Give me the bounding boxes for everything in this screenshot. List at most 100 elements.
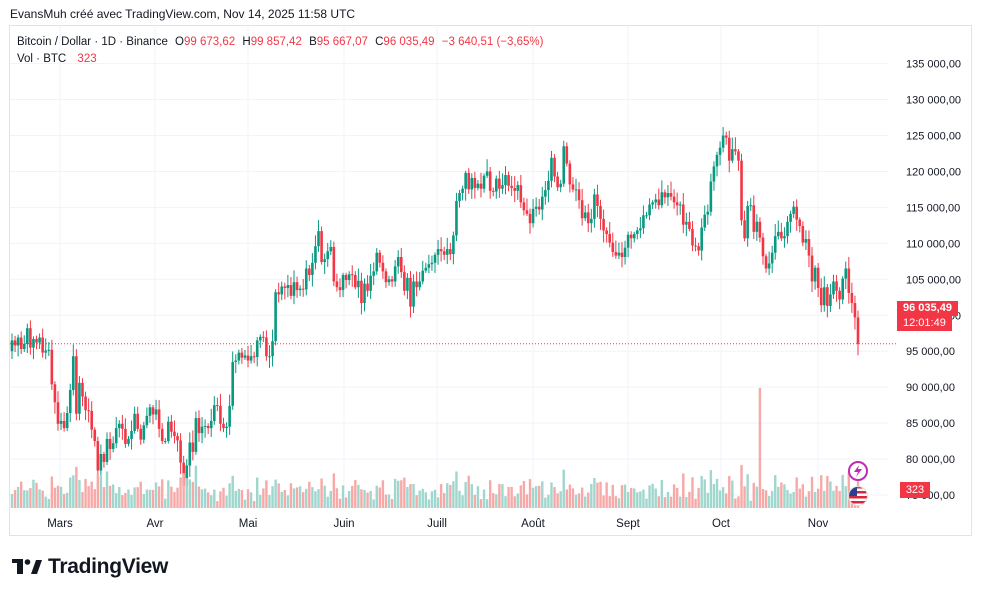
candle-body <box>139 428 143 440</box>
volume-bar <box>38 489 41 508</box>
chart-frame[interactable] <box>9 25 972 536</box>
candle-body <box>117 423 121 429</box>
volume-bar <box>724 493 728 508</box>
candle-body <box>265 337 268 357</box>
candle-body <box>96 441 100 471</box>
volume-bar <box>820 475 823 508</box>
candle-body <box>29 328 32 348</box>
candle-body <box>335 281 339 288</box>
candle-body <box>608 234 612 243</box>
candle-body <box>645 215 648 217</box>
volume-bar <box>648 485 651 508</box>
volume-bar <box>611 484 614 508</box>
candle-body <box>283 286 287 288</box>
volume-bar <box>651 483 654 508</box>
candle-body <box>188 442 192 466</box>
candle-body <box>832 281 835 295</box>
candle-body <box>151 407 155 415</box>
y-tick-label: 95 000,00 <box>906 346 955 358</box>
candle-body <box>731 149 734 161</box>
candle-body <box>485 171 489 176</box>
candle-body <box>525 210 529 214</box>
volume-bar <box>320 478 323 508</box>
candle-body <box>853 303 857 318</box>
candle-body <box>111 443 115 449</box>
volume-bar <box>513 496 516 508</box>
candle-body <box>323 259 326 263</box>
volume-bar <box>62 493 66 508</box>
volume-bar <box>237 488 241 508</box>
candle-body <box>724 135 728 138</box>
volume-bar <box>712 483 716 508</box>
candle-body <box>807 239 811 256</box>
candle-body <box>44 350 48 353</box>
volume-bar <box>268 495 271 508</box>
candle-body <box>47 349 51 351</box>
volume-bar <box>507 486 510 508</box>
candle-body <box>773 236 777 253</box>
us-flag-icon[interactable] <box>848 486 868 506</box>
volume-bar <box>118 487 121 508</box>
volume-bar <box>562 469 565 508</box>
candle-body <box>491 190 495 192</box>
candle-body <box>203 425 207 427</box>
volume-bar <box>642 489 645 508</box>
candle-body <box>709 181 713 212</box>
y-tick-label: 90 000,00 <box>906 382 955 394</box>
candle-body <box>213 405 216 421</box>
lightning-icon[interactable] <box>848 461 868 481</box>
candle-body <box>537 206 541 210</box>
volume-bar <box>99 475 103 508</box>
volume-bar <box>798 488 801 508</box>
candle-body <box>372 271 375 276</box>
volume-bar <box>96 473 100 508</box>
volume-bar <box>657 496 660 508</box>
candle-body <box>822 287 826 306</box>
volume-bar <box>565 489 569 508</box>
volume-bar <box>534 486 538 508</box>
volume-bar <box>476 486 480 508</box>
candle-body <box>369 275 372 291</box>
volume-bar <box>93 489 96 508</box>
volume-bar <box>384 494 388 508</box>
candle-body <box>289 285 293 296</box>
volume-bar <box>403 477 406 508</box>
candle-body <box>473 177 477 188</box>
candle-body <box>583 212 587 219</box>
volume-bar <box>323 485 326 508</box>
volume-bar <box>157 486 161 508</box>
volume-bar <box>228 483 231 508</box>
candle-body <box>298 288 302 291</box>
candle-body <box>311 262 314 275</box>
volume-bar <box>188 479 191 508</box>
candle-body <box>84 396 87 411</box>
volume-bar <box>501 484 504 508</box>
volume-bar <box>455 471 458 508</box>
volume-bar <box>44 496 47 508</box>
volume-bar <box>488 480 492 508</box>
candle-body <box>651 202 654 205</box>
candle-body <box>586 212 590 224</box>
candle-body <box>378 252 382 263</box>
candle-body <box>274 292 277 342</box>
tradingview-logo[interactable]: TradingView <box>12 555 168 579</box>
candle-body <box>439 249 443 252</box>
volume-bar <box>160 479 164 508</box>
candle-body <box>301 288 305 290</box>
candle-body <box>464 172 467 189</box>
symbol-label[interactable]: Bitcoin / Dollar · 1D · Binance <box>17 36 168 48</box>
volume-bar <box>145 489 149 508</box>
candle-body <box>476 183 480 188</box>
candle-body <box>145 415 149 426</box>
volume-bar <box>593 478 596 508</box>
candle-body <box>755 221 759 232</box>
volume-bar <box>415 495 418 508</box>
candle-body <box>761 237 765 257</box>
volume-bar <box>277 483 280 508</box>
volume-label[interactable]: Vol · BTC <box>17 53 67 65</box>
high-label: H <box>242 36 251 48</box>
candle-body <box>522 202 526 211</box>
volume-bar <box>243 499 247 508</box>
candle-body <box>632 234 636 239</box>
